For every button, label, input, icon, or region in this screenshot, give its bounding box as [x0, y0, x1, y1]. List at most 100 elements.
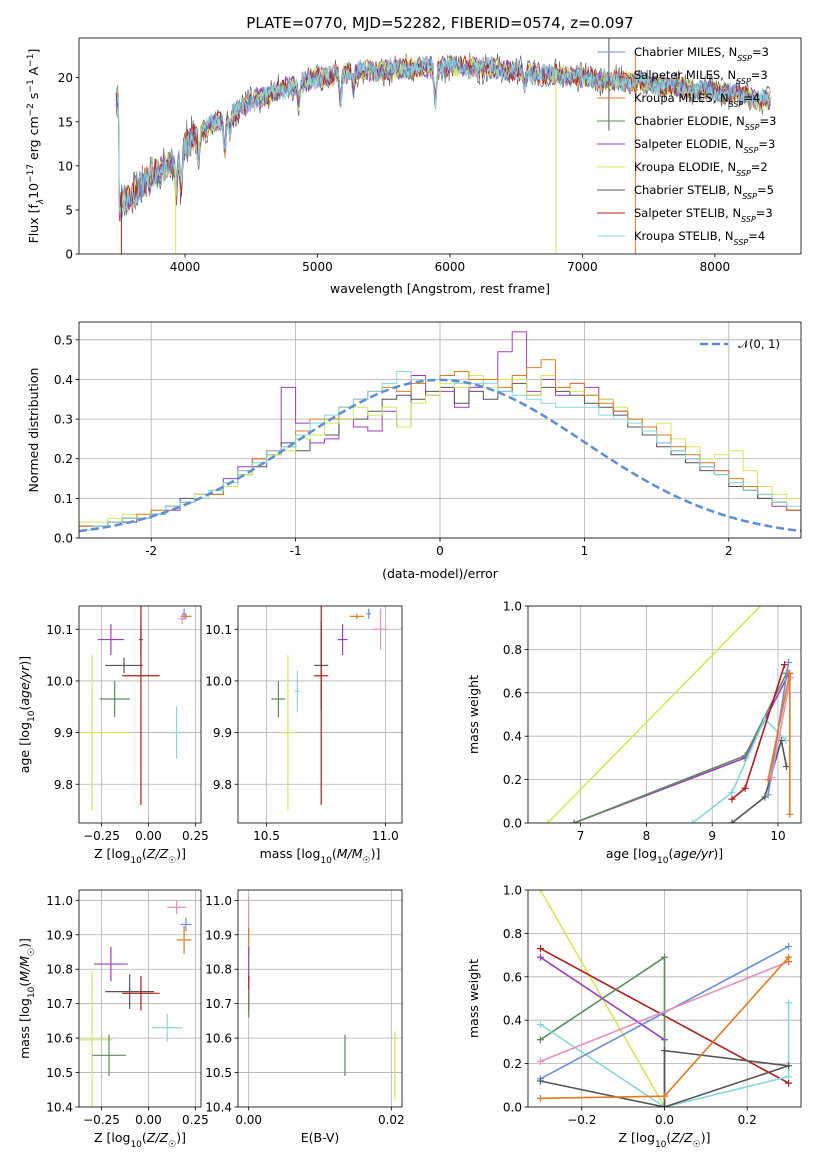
normal-curve — [79, 378, 801, 533]
y-axis-label: age [log10(age/yr)] — [17, 656, 37, 773]
y-tick-label: 10.8 — [46, 963, 73, 977]
y-tick-label: 10.4 — [205, 1101, 232, 1115]
weight-marker — [786, 669, 794, 677]
x-tick-label: 11.0 — [372, 829, 399, 843]
histogram-step — [79, 371, 801, 538]
spectrum-line — [115, 56, 771, 216]
panel-spectrum: 4000 5000 6000 7000 8000 0 5 10 15 20 wavelength [… — [26, 37, 802, 296]
x-axis-label: (data-model)/error — [382, 566, 499, 581]
y-tick-label: 10.0 — [205, 674, 232, 688]
y-tick-label: 10.8 — [205, 963, 232, 977]
weight-marker — [536, 1057, 544, 1065]
panel-residuals: -2 -1 0 1 2 0.0 0.1 0.2 0.3 0.4 0.5 (data-model)/er… — [26, 321, 802, 581]
y-tick-label: 10.6 — [205, 1032, 232, 1046]
plot-area-age-vs-z — [79, 606, 201, 823]
y-axis-label: mass [log10(M/M☉)] — [17, 938, 37, 1059]
weight-marker — [688, 819, 696, 823]
y-tick-label: 10 — [58, 159, 73, 173]
y-tick-label: 0.4 — [54, 373, 73, 387]
x-tick-label: -2 — [145, 544, 157, 558]
weight-marker — [661, 1047, 668, 1055]
weight-marker — [661, 1103, 668, 1107]
y-tick-label: 9.9 — [54, 726, 73, 740]
legend-entry: Kroupa MILES, NSSP=4 — [634, 91, 760, 109]
weight-line — [540, 945, 789, 1080]
histogram-step — [79, 331, 801, 538]
x-tick-label: 0.25 — [182, 1113, 209, 1127]
x-tick-label: 10 — [770, 829, 785, 843]
x-tick-label: 8000 — [700, 260, 731, 274]
axes-frame — [237, 605, 403, 824]
weight-marker — [785, 942, 793, 950]
weight-marker — [764, 776, 772, 784]
weight-marker — [544, 819, 552, 823]
x-tick-label: 9 — [708, 829, 716, 843]
x-tick-label: 1 — [581, 544, 589, 558]
y-axis-label: Flux [fλ10−17 erg cm−2 s−1 A−1] — [26, 49, 46, 244]
y-tick-label: 11.0 — [46, 894, 73, 908]
x-tick-label: 7 — [577, 829, 585, 843]
y-tick-label: 0.0 — [503, 817, 522, 831]
weight-marker — [764, 791, 772, 799]
plot-area-spectrum — [115, 38, 771, 254]
weight-marker — [536, 945, 544, 953]
x-tick-label: 0.00 — [135, 829, 162, 843]
weight-line — [573, 672, 790, 823]
x-tick-label: 5000 — [302, 260, 333, 274]
x-tick-label: 6000 — [435, 260, 466, 274]
axes-frame — [237, 889, 403, 1108]
x-tick-label: 0.02 — [378, 1113, 405, 1127]
weight-marker — [536, 1021, 544, 1029]
weight-marker — [741, 752, 749, 760]
weight-line — [770, 677, 792, 778]
x-axis-label: E(B-V) — [301, 1130, 340, 1145]
histogram-step — [79, 382, 801, 538]
weight-marker — [536, 890, 544, 894]
x-tick-label: 0.2 — [738, 1113, 757, 1127]
y-tick-label: 10.5 — [46, 1066, 73, 1080]
y-tick-label: 0.0 — [503, 1101, 522, 1115]
y-tick-label: 0.4 — [503, 1014, 522, 1028]
y-tick-label: 1.0 — [503, 600, 522, 614]
panel-mass-vs-z: −0.25 0.00 0.25 10.4 10.5 10.6 10.7 10.8 10.9 11.… — [17, 889, 209, 1150]
plot-area-age-vs-mass — [238, 606, 402, 823]
y-tick-label: 10.7 — [46, 997, 73, 1011]
x-axis-label: mass [log10(M/M☉)] — [260, 846, 381, 866]
weight-marker — [785, 1062, 793, 1070]
x-axis-label: Z [log10(Z/Z☉)] — [94, 846, 186, 866]
weight-marker — [785, 1079, 793, 1087]
axes-frame — [527, 605, 802, 824]
x-tick-label: −0.25 — [83, 1113, 120, 1127]
x-tick-label: 0.00 — [235, 1113, 262, 1127]
x-tick-label: 8 — [643, 829, 651, 843]
y-tick-label: 0.8 — [503, 927, 522, 941]
y-axis-label: Normed distribution — [26, 368, 41, 493]
x-tick-label: 0 — [436, 544, 444, 558]
y-tick-label: 10.7 — [205, 997, 232, 1011]
y-tick-label: 0.2 — [503, 773, 522, 787]
y-tick-label: 0.1 — [54, 492, 73, 506]
axes-frame — [78, 605, 202, 824]
legend-entry: Salpeter MILES, NSSP=3 — [634, 68, 768, 86]
panel-weight-vs-z: −0.2 0.0 0.2 0.0 0.2 0.4 0.6 0.8 1.0 Z [log10(Z/Z… — [466, 884, 802, 1150]
weight-marker — [536, 1094, 544, 1102]
y-axis-label: mass weight — [466, 675, 481, 754]
weight-line — [692, 717, 787, 823]
legend-entry: 𝒩(0, 1) — [738, 337, 780, 351]
y-tick-label: 0.4 — [503, 730, 522, 744]
weight-marker — [536, 953, 544, 961]
histogram-step — [79, 359, 801, 538]
histogram-step — [79, 375, 801, 538]
y-tick-label: 0 — [65, 248, 73, 262]
y-tick-label: 10.9 — [205, 928, 232, 942]
weight-marker — [661, 1092, 668, 1100]
x-axis-label: wavelength [Angstrom, rest frame] — [330, 281, 550, 296]
y-tick-label: 9.9 — [213, 726, 232, 740]
y-tick-label: 10.1 — [46, 623, 73, 637]
axes-frame — [78, 37, 802, 255]
x-axis-label: age [log10(age/yr)] — [606, 846, 723, 866]
weight-marker — [741, 784, 749, 792]
weight-marker — [785, 658, 793, 666]
weight-marker — [785, 999, 793, 1007]
